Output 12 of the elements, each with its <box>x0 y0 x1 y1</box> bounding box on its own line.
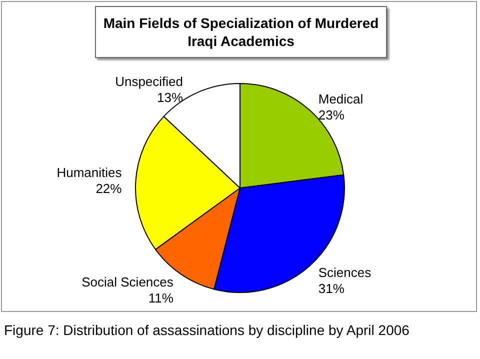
slice-label: Medical <box>318 92 364 107</box>
slice-label: Sciences <box>318 264 372 280</box>
slice-label: Unspecified <box>115 74 184 89</box>
data-label: 11% <box>148 290 174 306</box>
data-label: 13% <box>156 90 184 105</box>
slice-label: Humanities <box>56 164 122 180</box>
slice-label: Social Sciences <box>82 274 174 290</box>
chart-title: Main Fields of Specialization of Murdered Iraqi Academics <box>95 6 387 58</box>
caption: Figure 7: Distribution of assassinations by discipline by April 2006 <box>4 322 410 338</box>
data-label: 23% <box>318 108 345 123</box>
data-label: 31% <box>318 280 345 296</box>
data-label: 22% <box>96 180 122 196</box>
